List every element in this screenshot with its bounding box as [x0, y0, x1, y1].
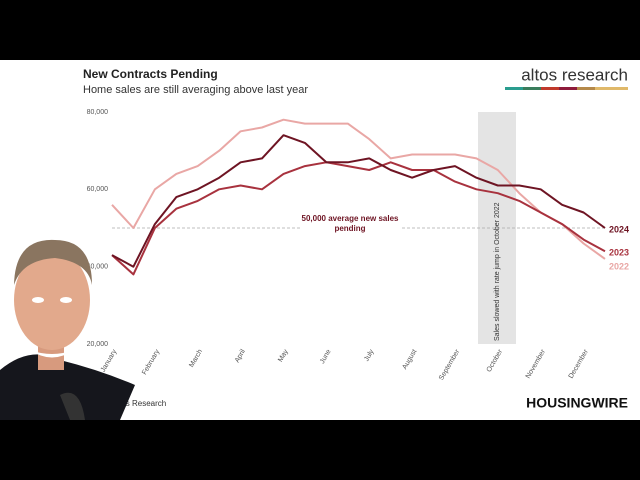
brand: HOUSINGWIRE — [526, 395, 628, 411]
source: Altos Research — [112, 399, 166, 408]
y-tick-label: 20,000 — [87, 341, 109, 348]
series-line — [111, 118, 606, 260]
y-tick-label: 60,000 — [87, 186, 109, 193]
y-tick-label: 80,000 — [87, 109, 109, 116]
y-tick-label: 40,000 — [87, 264, 109, 271]
chart-title: New Contracts Pending — [83, 67, 218, 81]
series-label: 2024 — [609, 224, 629, 234]
reference-label-box: 50,000 average new sales pending — [300, 214, 400, 234]
series-label: 2023 — [609, 248, 629, 258]
series-line — [111, 134, 606, 268]
logo-bar — [505, 87, 628, 90]
logo: altos research — [521, 65, 628, 84]
presenter — [0, 239, 135, 420]
slide — [0, 60, 640, 420]
series-label: 2022 — [609, 262, 629, 272]
chart-subtitle: Home sales are still averaging above las… — [83, 84, 308, 96]
shade-annotation: Sales slowed with rate jump in October 2… — [494, 202, 501, 341]
series-line — [111, 161, 606, 276]
reference-label: 50,000 average new sales pending — [300, 214, 400, 234]
